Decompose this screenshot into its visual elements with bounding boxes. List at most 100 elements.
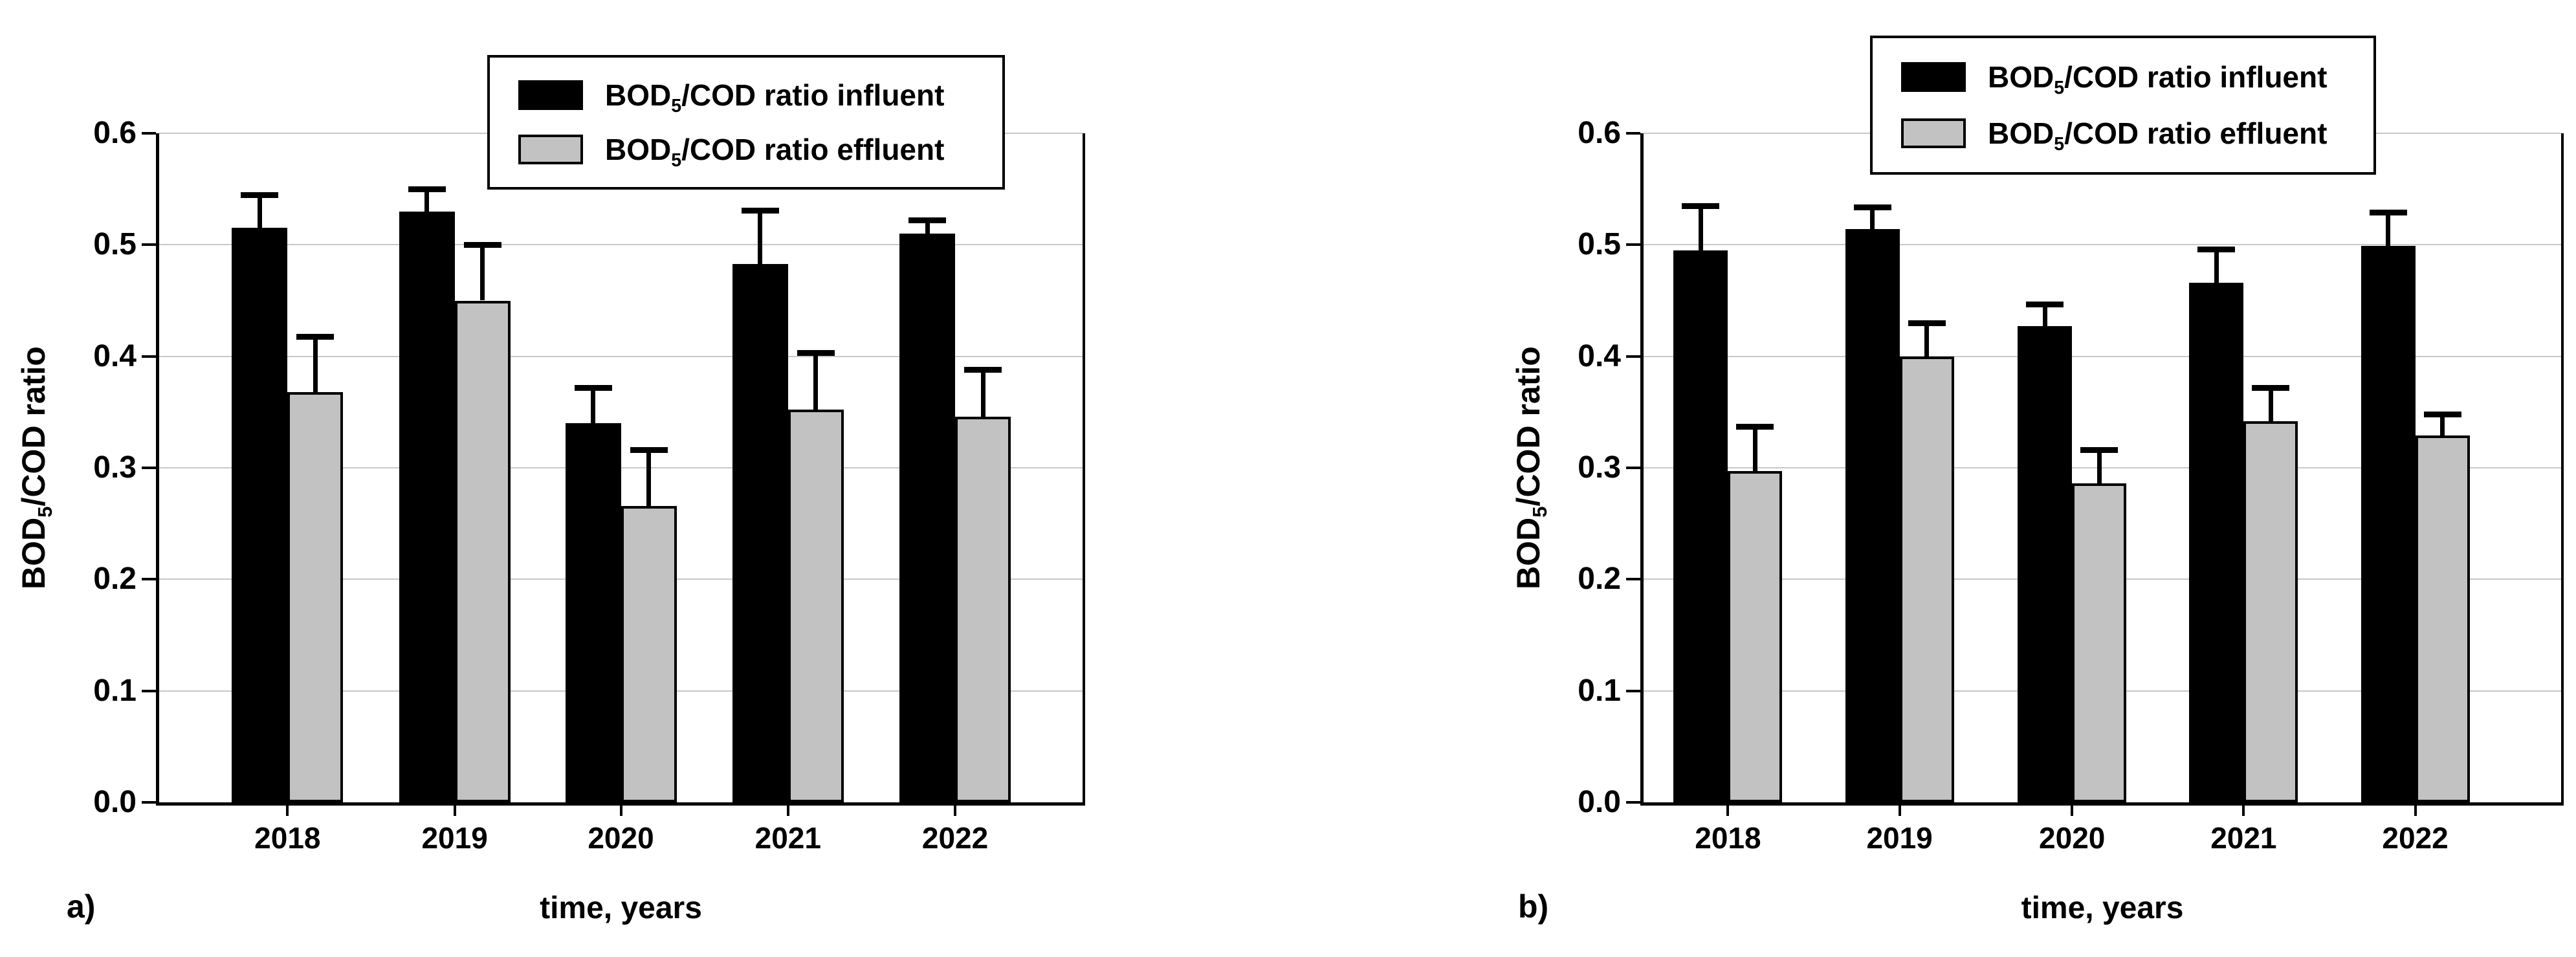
error-bar-whisker [591, 387, 595, 424]
x-axis-line [156, 802, 1085, 806]
legend-box: BOD5/COD ratio influent BOD5/COD ratio ef… [1870, 36, 2376, 175]
bar-effluent [2072, 483, 2127, 802]
y-tick-label: 0.6 [93, 116, 137, 150]
x-axis-tick [286, 806, 289, 816]
gridline [1644, 467, 2561, 468]
bar-effluent [287, 391, 344, 802]
error-bar-cap [797, 350, 835, 357]
error-bar-whisker [2214, 249, 2219, 283]
plot-right-border [2561, 133, 2564, 802]
error-bar-cap [2080, 447, 2119, 454]
error-bar-cap [630, 447, 668, 454]
y-axis-tick [1626, 578, 1640, 581]
panel-label: a) [67, 888, 96, 925]
error-bar-whisker [2097, 450, 2102, 484]
x-axis-tick [2071, 806, 2074, 816]
bar-influent [732, 263, 788, 802]
bar-influent [399, 211, 455, 802]
legend-swatch-influent [1901, 62, 1966, 92]
y-tick-label: 0.5 [1578, 227, 1621, 262]
gridline [159, 467, 1083, 468]
bar-effluent [621, 505, 677, 802]
x-tick-label: 2021 [754, 821, 821, 855]
y-tick-label: 0.0 [1578, 785, 1621, 819]
y-tick-label: 0.3 [93, 450, 137, 485]
gridline [159, 244, 1083, 246]
error-bar-whisker [646, 450, 651, 506]
y-tick-label: 0.3 [1578, 450, 1621, 485]
x-tick-label: 2021 [2210, 821, 2277, 855]
x-tick-label: 2022 [2382, 821, 2449, 855]
error-bar-cap [463, 242, 501, 248]
y-axis-tick [142, 689, 156, 692]
legend-swatch-effluent [518, 135, 583, 165]
y-axis-tick [142, 578, 156, 581]
bar-influent [899, 234, 956, 802]
legend-swatch-influent [518, 80, 583, 110]
y-tick-label: 0.1 [93, 673, 137, 708]
y-tick-label: 0.5 [93, 227, 137, 262]
y-axis-tick [142, 132, 156, 135]
bar-influent [565, 423, 621, 802]
gridline [1644, 244, 2561, 246]
y-tick-label: 0.1 [1578, 673, 1621, 708]
bar-effluent [2415, 435, 2470, 802]
error-bar-cap [908, 217, 947, 224]
x-axis-tick [1898, 806, 1901, 816]
error-bar-whisker [813, 353, 819, 410]
error-bar-whisker [2440, 414, 2445, 435]
error-bar-whisker [1752, 426, 1757, 472]
y-axis-tick [1626, 689, 1640, 692]
x-tick-label: 2019 [1866, 821, 1933, 855]
error-bar-whisker [2268, 387, 2273, 421]
bar-effluent [1728, 471, 1783, 802]
plot-right-border [1083, 133, 1085, 802]
x-axis-title: time, years [540, 891, 702, 925]
bar-influent [232, 228, 288, 802]
legend-item: BOD5/COD ratio influent [1901, 60, 2373, 97]
error-bar-whisker [1870, 206, 1875, 230]
y-axis-title-subscript: 5 [1528, 506, 1551, 518]
error-bar-whisker [1924, 322, 1930, 357]
y-axis-tick [142, 243, 156, 247]
x-tick-label: 2022 [921, 821, 989, 855]
x-axis-line [1640, 802, 2564, 806]
bar-influent [1845, 229, 1900, 802]
error-bar-whisker [2386, 212, 2391, 247]
x-tick-label: 2020 [588, 821, 654, 855]
error-bar-cap [408, 186, 446, 193]
y-axis-line [1640, 133, 1644, 806]
error-bar-whisker [313, 336, 318, 392]
y-axis-tick [142, 355, 156, 358]
error-bar-whisker [424, 189, 430, 212]
bar-effluent [787, 410, 844, 802]
y-axis-line [156, 133, 159, 806]
error-bar-cap [296, 333, 335, 340]
y-tick-label: 0.4 [1578, 338, 1621, 373]
y-axis-tick [1626, 355, 1640, 358]
gridline [159, 355, 1083, 357]
error-bar-cap [2369, 210, 2407, 216]
y-tick-label: 0.6 [1578, 116, 1621, 150]
gridline [1644, 355, 2561, 357]
bar-influent [2018, 326, 2073, 802]
error-bar-cap [1908, 320, 1946, 326]
y-axis-tick [1626, 801, 1640, 804]
y-axis-tick [1626, 467, 1640, 469]
y-axis-tick [1626, 243, 1640, 247]
error-bar-whisker [2042, 303, 2047, 327]
legend-item: BOD5/COD ratio influent [518, 78, 1002, 115]
y-axis-tick [142, 801, 156, 804]
x-axis-tick [2242, 806, 2245, 816]
error-bar-whisker [257, 194, 262, 228]
error-bar-cap [741, 207, 779, 214]
error-bar-cap [964, 367, 1002, 373]
error-bar-whisker [480, 245, 485, 301]
y-tick-label: 0.0 [93, 785, 137, 819]
error-bar-whisker [1698, 206, 1703, 250]
bar-effluent [1899, 356, 1954, 802]
error-bar-cap [1853, 204, 1891, 210]
error-bar-whisker [980, 369, 985, 417]
